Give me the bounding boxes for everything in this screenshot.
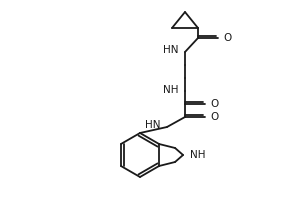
Text: HN: HN (145, 120, 160, 130)
Text: NH: NH (190, 150, 206, 160)
Text: NH: NH (163, 85, 178, 95)
Text: O: O (210, 99, 218, 109)
Text: O: O (210, 112, 218, 122)
Text: O: O (223, 33, 231, 43)
Text: HN: HN (163, 45, 178, 55)
